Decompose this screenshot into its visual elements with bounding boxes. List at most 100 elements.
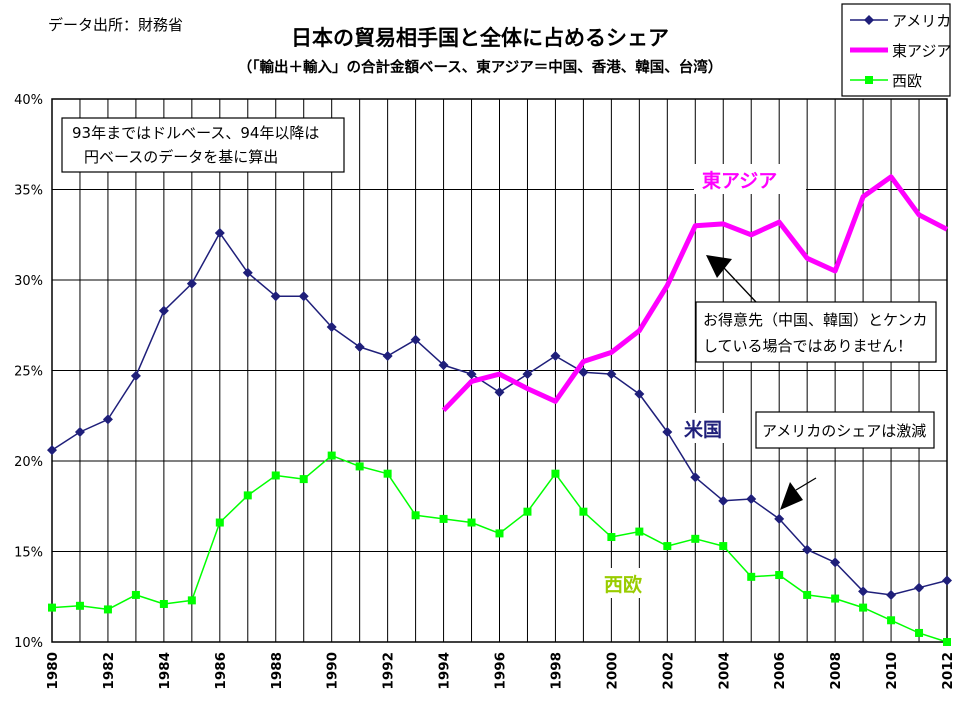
data-point-usa — [298, 291, 309, 302]
data-point-west-europe — [187, 596, 196, 605]
data-point-usa — [270, 291, 281, 302]
y-tick-label: 35% — [14, 184, 43, 199]
data-point-usa — [74, 427, 85, 438]
x-tick-label: 1996 — [493, 652, 509, 690]
data-point-west-europe — [355, 462, 364, 471]
data-point-usa — [606, 369, 617, 380]
callout-us-text: アメリカのシェアは激減 — [762, 422, 926, 440]
data-point-usa — [942, 575, 952, 586]
callout-us: アメリカのシェアは激減 — [755, 411, 935, 510]
data-point-west-europe — [887, 616, 896, 625]
data-point-usa — [886, 589, 897, 600]
data-point-west-europe — [48, 603, 56, 612]
label-east-asia: 東アジア — [702, 169, 777, 192]
data-point-usa — [47, 445, 57, 456]
data-point-west-europe — [775, 571, 784, 580]
x-tick-label: 1982 — [101, 652, 117, 690]
callout-east-asia-arrowhead — [706, 255, 732, 278]
y-tick-label: 10% — [14, 636, 43, 651]
data-point-west-europe — [215, 518, 224, 527]
data-point-usa — [858, 586, 869, 597]
data-point-west-europe — [747, 572, 756, 581]
data-point-usa — [746, 494, 757, 505]
note-line-1: 93年まではドルベース、94年以降は — [72, 124, 319, 142]
data-point-usa — [830, 557, 841, 568]
note-box: 93年まではドルベース、94年以降は 円ベースのデータを基に算出 — [61, 117, 345, 173]
data-point-usa — [130, 370, 141, 381]
data-point-west-europe — [299, 475, 308, 484]
data-point-usa — [690, 472, 701, 483]
x-tick-label: 1980 — [45, 652, 61, 690]
data-point-west-europe — [495, 529, 504, 538]
data-point-usa — [494, 387, 505, 398]
data-point-usa — [242, 267, 253, 278]
callout-east-asia-line-2: している場合ではありません！ — [703, 337, 912, 355]
x-tick-label: 1994 — [437, 652, 453, 690]
data-point-west-europe — [383, 469, 392, 478]
data-point-west-europe — [915, 628, 924, 637]
y-tick-label: 20% — [14, 455, 43, 470]
chart-title: 日本の貿易相手国と全体に占めるシェア — [291, 26, 669, 50]
x-axis-ticks: 1980 1982 1984 1986 1988 1990 1992 1994 1996 1998… — [45, 652, 956, 690]
data-point-west-europe — [439, 514, 448, 523]
y-tick-label: 15% — [14, 546, 43, 561]
data-point-west-europe — [327, 451, 336, 460]
label-us-group: 米国 — [680, 413, 736, 443]
data-point-west-europe — [607, 533, 616, 542]
data-point-usa — [354, 341, 365, 352]
data-point-west-europe — [831, 594, 840, 603]
legend-label-east-asia: 東アジア — [892, 42, 951, 60]
x-tick-label: 2000 — [604, 652, 620, 690]
label-west-europe: 西欧 — [604, 573, 642, 596]
y-tick-label: 40% — [14, 93, 43, 108]
x-tick-label: 1986 — [213, 652, 229, 690]
callout-east-asia-line-1: お得意先（中国、韓国）とケンカ — [703, 311, 928, 329]
callout-east-asia: お得意先（中国、韓国）とケンカ している場合ではありません！ — [695, 255, 937, 363]
x-tick-label: 1988 — [269, 652, 285, 690]
data-point-usa — [662, 427, 673, 438]
data-point-west-europe — [271, 471, 280, 480]
x-tick-label: 1998 — [548, 652, 564, 690]
callout-east-asia-pointer-line — [723, 267, 757, 303]
data-point-usa — [158, 305, 169, 316]
data-point-usa — [186, 278, 197, 289]
legend-marker-usa — [864, 15, 874, 25]
series-line-1 — [441, 174, 949, 413]
label-east-asia-group: 東アジア — [694, 164, 806, 194]
data-point-west-europe — [103, 605, 112, 614]
x-tick-label: 1984 — [157, 652, 173, 690]
data-point-west-europe — [243, 491, 252, 500]
data-point-usa — [102, 414, 113, 425]
data-point-usa — [522, 369, 533, 380]
y-tick-label: 25% — [14, 365, 43, 380]
data-point-west-europe — [411, 511, 420, 520]
data-point-west-europe — [131, 590, 140, 599]
data-point-usa — [914, 582, 925, 593]
label-west-europe-group: 西欧 — [596, 568, 662, 598]
data-point-west-europe — [719, 542, 728, 551]
data-point-usa — [214, 227, 225, 238]
grid-lines — [51, 98, 948, 643]
note-line-2: 円ベースのデータを基に算出 — [84, 148, 278, 166]
data-point-west-europe — [859, 603, 868, 612]
x-tick-label: 2002 — [660, 652, 676, 690]
data-point-west-europe — [803, 590, 812, 599]
legend-label-usa: アメリカ — [892, 12, 951, 30]
callout-us-arrowhead — [780, 482, 803, 510]
callout-us-pointer-line — [795, 477, 817, 491]
chart-subtitle: （「輸出＋輸入」の合計金額ベース、東アジア＝中国、香港、韓国、台湾） — [238, 58, 722, 76]
data-point-usa — [326, 322, 337, 333]
series-group — [47, 174, 952, 646]
x-tick-label: 1992 — [381, 652, 397, 690]
data-point-west-europe — [467, 518, 476, 527]
x-tick-label: 2006 — [772, 652, 788, 690]
data-point-usa — [466, 369, 477, 380]
label-us: 米国 — [684, 418, 722, 441]
source-note: データ出所：財務省 — [48, 16, 183, 34]
data-point-usa — [774, 513, 785, 524]
y-tick-label: 30% — [14, 274, 43, 289]
legend-label-west-europe: 西欧 — [892, 72, 922, 90]
legend: アメリカ 東アジア 西欧 — [841, 3, 951, 97]
data-point-usa — [634, 389, 645, 400]
